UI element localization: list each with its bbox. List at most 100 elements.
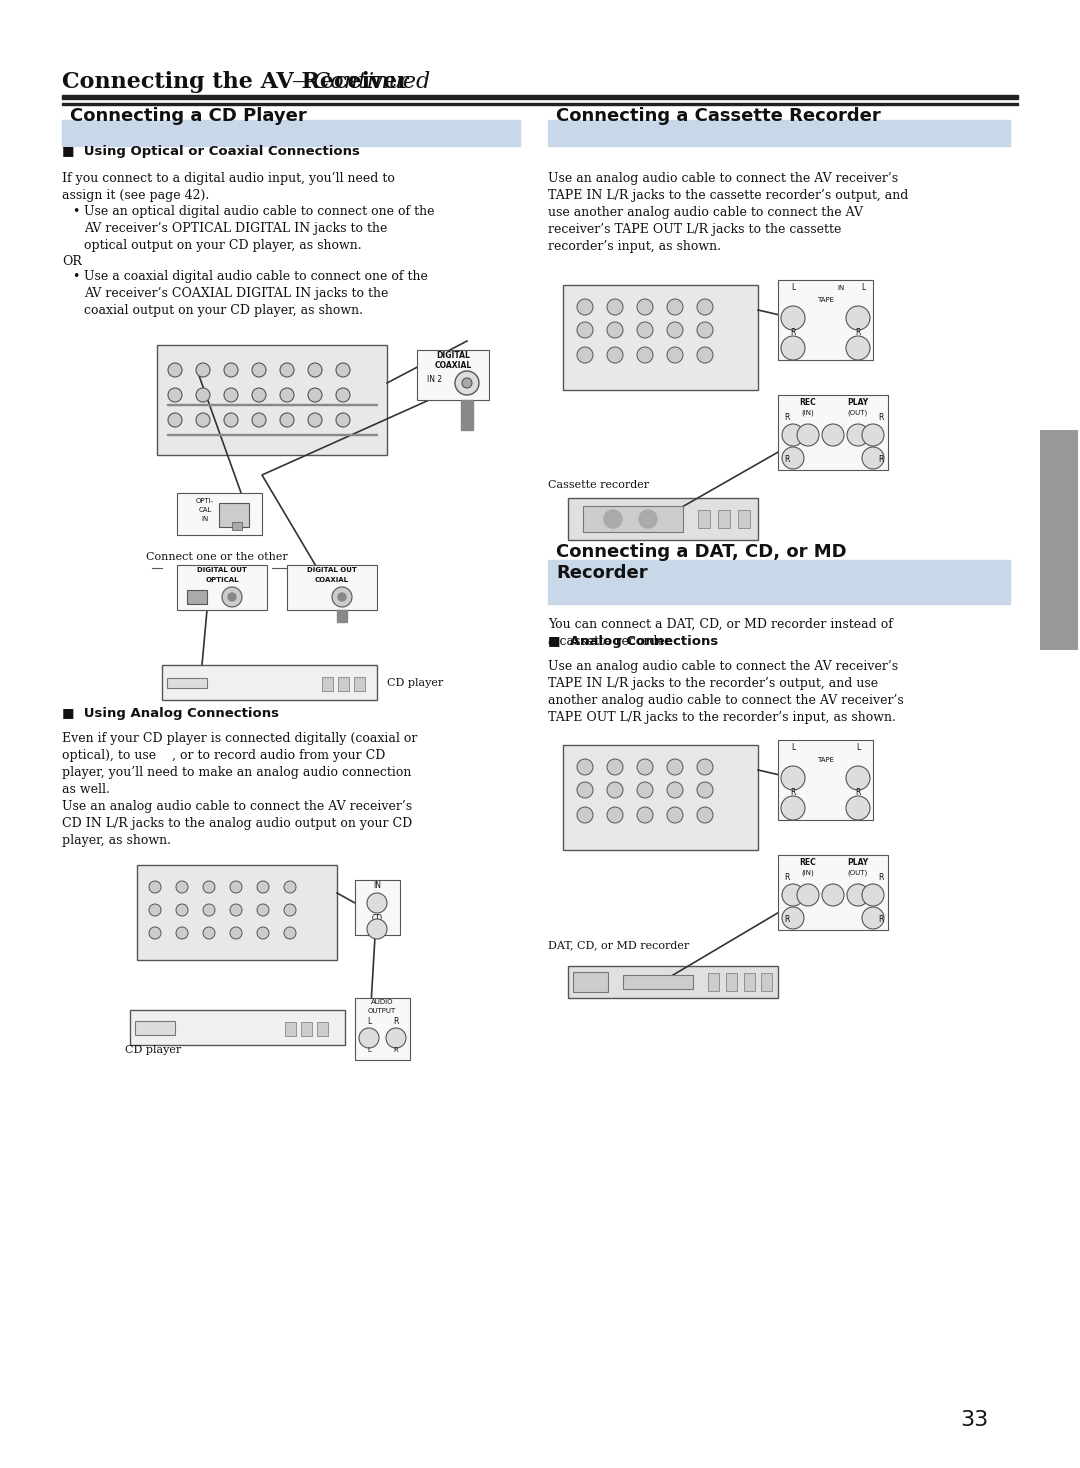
Circle shape: [252, 388, 266, 402]
Bar: [187, 590, 207, 603]
Bar: [1040, 430, 1078, 650]
Bar: [417, 349, 489, 399]
Bar: [563, 744, 758, 850]
Text: DIGITAL: DIGITAL: [436, 351, 470, 360]
Circle shape: [667, 321, 683, 338]
Text: R: R: [878, 455, 883, 464]
Text: Use an analog audio cable to connect the AV receiver’s
TAPE IN L/R jacks to the : Use an analog audio cable to connect the…: [548, 172, 908, 252]
Text: Use an analog audio cable to connect the AV receiver’s
CD IN L/R jacks to the an: Use an analog audio cable to connect the…: [62, 800, 413, 847]
Bar: [301, 1022, 312, 1036]
Circle shape: [577, 782, 593, 799]
Text: AUDIO: AUDIO: [370, 1000, 393, 1006]
Text: TAPE: TAPE: [816, 757, 834, 763]
Circle shape: [257, 926, 269, 940]
Circle shape: [667, 782, 683, 799]
Bar: [461, 399, 473, 430]
Circle shape: [332, 587, 352, 606]
Circle shape: [577, 759, 593, 775]
Circle shape: [697, 321, 713, 338]
Text: TAPE: TAPE: [816, 297, 834, 302]
Circle shape: [336, 363, 350, 377]
Circle shape: [637, 346, 653, 363]
Text: L: L: [791, 743, 795, 752]
Text: ■  Analog Connections: ■ Analog Connections: [548, 636, 718, 647]
Bar: [623, 975, 693, 989]
Circle shape: [257, 904, 269, 916]
Bar: [354, 677, 365, 691]
Bar: [285, 1022, 296, 1036]
Text: Connecting a DAT, CD, or MD
Recorder: Connecting a DAT, CD, or MD Recorder: [556, 543, 847, 581]
Text: Connecting a CD Player: Connecting a CD Player: [70, 107, 307, 125]
Text: —Continued: —Continued: [291, 70, 430, 92]
Circle shape: [781, 336, 805, 360]
Bar: [338, 677, 349, 691]
Circle shape: [667, 807, 683, 824]
Text: CD: CD: [372, 915, 382, 923]
Circle shape: [607, 346, 623, 363]
Bar: [287, 565, 377, 611]
Bar: [337, 611, 347, 622]
Circle shape: [637, 299, 653, 316]
Text: R: R: [878, 873, 883, 882]
Circle shape: [697, 346, 713, 363]
Circle shape: [284, 926, 296, 940]
Circle shape: [847, 884, 869, 906]
Text: OUTPUT: OUTPUT: [368, 1009, 396, 1014]
Circle shape: [862, 884, 885, 906]
Circle shape: [782, 446, 804, 468]
Text: R: R: [878, 915, 883, 923]
Circle shape: [577, 299, 593, 316]
Text: OPTICAL: OPTICAL: [205, 577, 239, 583]
Circle shape: [284, 881, 296, 893]
Bar: [726, 973, 737, 991]
Bar: [130, 1010, 345, 1045]
Circle shape: [203, 904, 215, 916]
Circle shape: [577, 346, 593, 363]
Circle shape: [862, 424, 885, 446]
Bar: [718, 509, 730, 528]
Circle shape: [797, 884, 819, 906]
Text: REC: REC: [799, 398, 816, 407]
Circle shape: [846, 305, 870, 330]
Text: L: L: [791, 283, 795, 292]
Text: OPTI-: OPTI-: [195, 498, 214, 504]
Text: Even if your CD player is connected digitally (coaxial or
optical), to use    , : Even if your CD player is connected digi…: [62, 733, 417, 796]
Circle shape: [149, 926, 161, 940]
Circle shape: [338, 593, 346, 600]
Bar: [778, 854, 888, 931]
Text: Connecting the AV Receiver: Connecting the AV Receiver: [62, 70, 408, 92]
Text: R: R: [784, 915, 789, 923]
Text: IN: IN: [201, 515, 208, 523]
Bar: [355, 998, 410, 1060]
Text: DIGITAL OUT: DIGITAL OUT: [307, 567, 356, 573]
Circle shape: [230, 881, 242, 893]
Bar: [135, 1022, 175, 1035]
Bar: [355, 879, 400, 935]
Text: (OUT): (OUT): [848, 410, 868, 415]
Circle shape: [168, 363, 183, 377]
Circle shape: [667, 759, 683, 775]
Circle shape: [224, 413, 238, 427]
Circle shape: [224, 363, 238, 377]
Circle shape: [367, 893, 387, 913]
Circle shape: [577, 321, 593, 338]
Text: CD player: CD player: [125, 1045, 181, 1055]
Text: IN: IN: [373, 881, 381, 890]
Circle shape: [386, 1028, 406, 1048]
Text: R: R: [393, 1017, 399, 1026]
Circle shape: [604, 509, 622, 528]
Text: (IN): (IN): [801, 869, 814, 875]
Text: If you connect to a digital audio input, you’ll need to
assign it (see page 42).: If you connect to a digital audio input,…: [62, 172, 395, 203]
Circle shape: [782, 884, 804, 906]
Text: CD player: CD player: [387, 678, 443, 688]
Text: Cassette recorder: Cassette recorder: [548, 480, 649, 490]
Circle shape: [697, 807, 713, 824]
Bar: [778, 395, 888, 470]
Text: Connect one or the other: Connect one or the other: [146, 552, 288, 562]
Text: ■  Using Optical or Coaxial Connections: ■ Using Optical or Coaxial Connections: [62, 145, 360, 159]
Circle shape: [846, 766, 870, 790]
Text: 33: 33: [960, 1409, 988, 1430]
Circle shape: [607, 299, 623, 316]
Circle shape: [455, 371, 480, 395]
Text: IN: IN: [837, 285, 845, 291]
